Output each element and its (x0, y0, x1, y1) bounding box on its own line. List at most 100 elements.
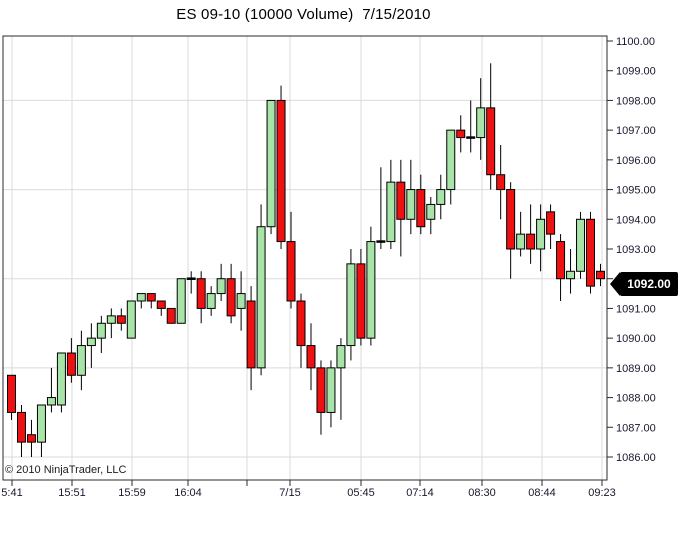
candle (7, 374, 16, 420)
candle (166, 307, 176, 324)
candle (246, 286, 256, 391)
candle-body (586, 218, 596, 287)
candle-body (476, 107, 486, 139)
candle (436, 174, 446, 220)
candle (56, 352, 66, 413)
candle-body (186, 277, 196, 280)
candle (506, 182, 516, 279)
candle (456, 115, 466, 153)
candle-body (56, 352, 66, 406)
candle-body (536, 218, 546, 250)
candle-body (146, 293, 156, 302)
y-axis-label: 1091.00 (616, 303, 656, 315)
candle-body (266, 99, 276, 228)
last-price-badge: 1092.00 (610, 272, 678, 296)
candle-body (466, 136, 476, 139)
candle (206, 286, 216, 316)
candle-body (176, 278, 186, 324)
candle-body (336, 345, 346, 369)
candle (316, 360, 326, 435)
candle (76, 330, 86, 391)
candle-body (546, 211, 556, 235)
candle-body (86, 337, 96, 347)
candle-body (456, 129, 466, 139)
candle-body (126, 300, 136, 339)
candle (356, 248, 366, 346)
chart-plot-area[interactable] (3, 36, 607, 480)
x-axis-label: 05:45 (347, 487, 375, 499)
y-axis-label: 1100.00 (616, 36, 655, 48)
candle-body (166, 307, 176, 324)
candle (346, 248, 356, 361)
candle-body (386, 181, 396, 243)
candle-body (216, 278, 226, 295)
candle (126, 300, 136, 339)
x-axis-label: 15:59 (118, 487, 146, 499)
candle (416, 174, 426, 235)
y-axis: 1100.00 1099.00 1098.00 1097.00 1096.00 1095.… (607, 36, 656, 464)
candle-body (36, 404, 46, 443)
candle-body (286, 241, 296, 302)
candle (526, 204, 536, 264)
candle (86, 323, 96, 368)
y-axis-label: 1093.00 (616, 244, 656, 256)
candle-body (376, 240, 386, 243)
candle (36, 404, 46, 457)
candle-body (566, 270, 576, 280)
candle-body (556, 241, 566, 280)
candle (336, 338, 346, 420)
x-axis: 5:41 15:51 15:59 16:04 7/15 05:45 07:14 08:30 08… (1, 480, 616, 499)
candle (556, 234, 566, 301)
candle-body (306, 345, 316, 369)
y-axis-label: 1090.00 (616, 333, 656, 345)
candle (136, 293, 146, 309)
x-axis-label: 08:44 (528, 487, 556, 499)
candle (296, 293, 306, 368)
y-axis-label: 1087.00 (616, 422, 656, 434)
candle (116, 308, 126, 331)
candle (576, 211, 586, 279)
candle-body (236, 293, 246, 309)
candle-body (7, 374, 16, 413)
candle-body (426, 203, 436, 220)
candle (16, 404, 26, 457)
candle-body (226, 278, 236, 317)
candle (106, 308, 116, 339)
candle (216, 263, 226, 301)
candle-body (296, 300, 306, 347)
candle (366, 226, 376, 346)
candle-body (416, 189, 426, 228)
candle (426, 196, 436, 235)
candle (236, 271, 246, 331)
candle (176, 278, 186, 324)
y-axis-label: 1086.00 (616, 452, 656, 464)
candle-body (446, 129, 456, 191)
candle-body (506, 189, 516, 250)
candle-body (366, 241, 376, 339)
candle (376, 167, 386, 249)
x-axis-label: 7/15 (279, 487, 300, 499)
y-axis-label: 1098.00 (616, 95, 656, 107)
candle-body (206, 293, 216, 309)
candle (326, 360, 336, 428)
candle-body (316, 367, 326, 413)
candle (156, 300, 166, 316)
candle-body (246, 300, 256, 369)
candle-body (116, 315, 126, 324)
candle (186, 271, 196, 294)
candle (276, 85, 286, 249)
y-axis-label: 1089.00 (616, 363, 656, 375)
candle (486, 63, 496, 190)
candle (446, 129, 456, 205)
candle (146, 293, 156, 309)
candle (396, 159, 406, 257)
candle-body (106, 315, 116, 324)
candle (386, 159, 396, 249)
candle-body (576, 218, 586, 272)
candle (476, 78, 486, 160)
x-axis-label: 15:51 (58, 487, 86, 499)
candle (406, 159, 416, 235)
candle (66, 338, 76, 383)
candle-body (136, 293, 146, 302)
